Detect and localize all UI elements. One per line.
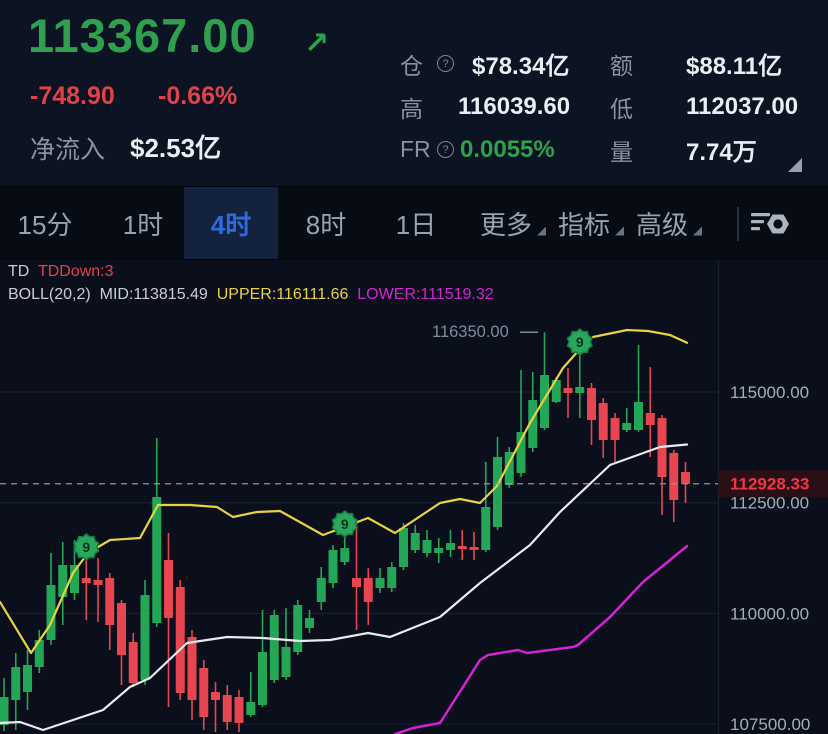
svg-text:9: 9 <box>82 539 90 555</box>
svg-text:9: 9 <box>341 516 349 532</box>
stat-turnover: 额 $88.11亿 <box>610 42 810 85</box>
tab-label: 高级 <box>635 209 688 240</box>
svg-text:107500.00: 107500.00 <box>730 715 810 734</box>
stat-value: 7.74万 <box>686 139 757 166</box>
last-trade-price: 113367.00 <box>28 9 257 62</box>
help-icon[interactable]: ? <box>437 55 454 72</box>
tab-4h[interactable]: 4时 <box>184 187 278 259</box>
dropdown-caret-icon <box>537 226 546 236</box>
stat-label: 高 <box>400 95 423 122</box>
stat-funding-rate: FR ? 0.0055% <box>400 128 610 171</box>
stat-low: 低 112037.00 <box>610 85 810 128</box>
boll-upper: UPPER:116111.66 <box>216 286 349 303</box>
tab-more[interactable]: 更多 <box>474 187 552 259</box>
tab-15m[interactable]: 15分 <box>12 187 78 259</box>
gridlines <box>0 260 719 734</box>
tab-label: 1时 <box>122 209 164 240</box>
stat-value: 112037.00 <box>686 92 799 120</box>
high-marker-label: 116350.00 <box>432 323 509 341</box>
tab-label: 15分 <box>17 209 73 240</box>
chart-settings-icon[interactable] <box>748 205 796 243</box>
dropdown-caret-icon <box>615 226 624 236</box>
net-inflow-label: 净流入 <box>30 136 106 164</box>
td-label: TD <box>8 263 30 280</box>
tab-label: 指标 <box>557 209 610 240</box>
tab-advanced[interactable]: 高级 <box>628 187 710 259</box>
boll-indicator-readout: BOLL(20,2) MID:113815.49 UPPER:116111.66… <box>8 286 494 304</box>
net-inflow-value: $2.53亿 <box>130 133 222 163</box>
chart-toolbar: 15分 1时 4时 8时 1日 更多 指标 高级 <box>0 186 828 260</box>
tab-indicators[interactable]: 指标 <box>552 187 630 259</box>
stat-high: 高 116039.60 <box>400 85 610 128</box>
stat-open-interest: 仓 ? $78.34亿 <box>400 42 610 85</box>
last-price-label: 112928.33 <box>730 475 809 494</box>
stat-label: 额 <box>610 52 633 79</box>
svg-text:110000.00: 110000.00 <box>730 604 809 623</box>
tab-label: 1日 <box>395 209 437 240</box>
svg-text:112500.00: 112500.00 <box>730 494 809 513</box>
stat-label: 低 <box>610 95 633 122</box>
stat-label: 仓 <box>400 52 423 79</box>
td-indicator-readout: TD TDDown:3 <box>8 263 114 281</box>
stat-value: $88.11亿 <box>686 53 783 80</box>
td-value: TDDown:3 <box>37 263 114 280</box>
tab-1h[interactable]: 1时 <box>114 187 172 259</box>
last-price-badge <box>718 470 828 498</box>
stat-value: 0.0055% <box>460 135 555 163</box>
td9-badges: 9 9 9 <box>72 328 594 561</box>
stat-volume: 量 7.74万 <box>610 128 810 171</box>
dropdown-caret-icon <box>693 226 702 236</box>
help-icon[interactable]: ? <box>437 141 454 158</box>
price-change-percent: -0.66% <box>158 82 238 110</box>
stat-value: $78.34亿 <box>472 53 570 80</box>
stat-label: FR <box>400 136 431 162</box>
boll-label: BOLL(20,2) <box>8 286 91 303</box>
ticker-header: 113367.00 ↗ -748.90 -0.66% 净流入 $2.53亿 仓 … <box>0 0 828 186</box>
toolbar-divider <box>737 207 739 241</box>
stat-value: 116039.60 <box>458 92 571 120</box>
stat-label: 量 <box>610 138 633 165</box>
svg-text:9: 9 <box>576 334 584 350</box>
tab-1d[interactable]: 1日 <box>390 187 442 259</box>
chart-canvas[interactable]: 999115000.00112500.00110000.00107500.001… <box>0 260 828 734</box>
candlestick-chart[interactable]: 9 9 9 115000.00 112500.00 110000.00 107500.00 1… <box>0 260 828 734</box>
tab-label: 更多 <box>479 209 532 240</box>
tab-label: 8时 <box>305 209 347 240</box>
price-up-arrow-icon: ↗ <box>304 27 330 60</box>
boll-mid: MID:113815.49 <box>99 286 208 303</box>
market-stats: 仓 ? $78.34亿 额 $88.11亿 高 116039.60 低 1120… <box>400 42 810 171</box>
price-axis-labels: 115000.00 112500.00 110000.00 107500.00 <box>730 383 810 734</box>
tab-label: 4时 <box>210 209 252 240</box>
tab-8h[interactable]: 8时 <box>296 187 356 259</box>
boll-lower: LOWER:111519.32 <box>357 286 494 303</box>
svg-text:115000.00: 115000.00 <box>730 383 809 402</box>
price-change: -748.90 <box>30 82 115 110</box>
